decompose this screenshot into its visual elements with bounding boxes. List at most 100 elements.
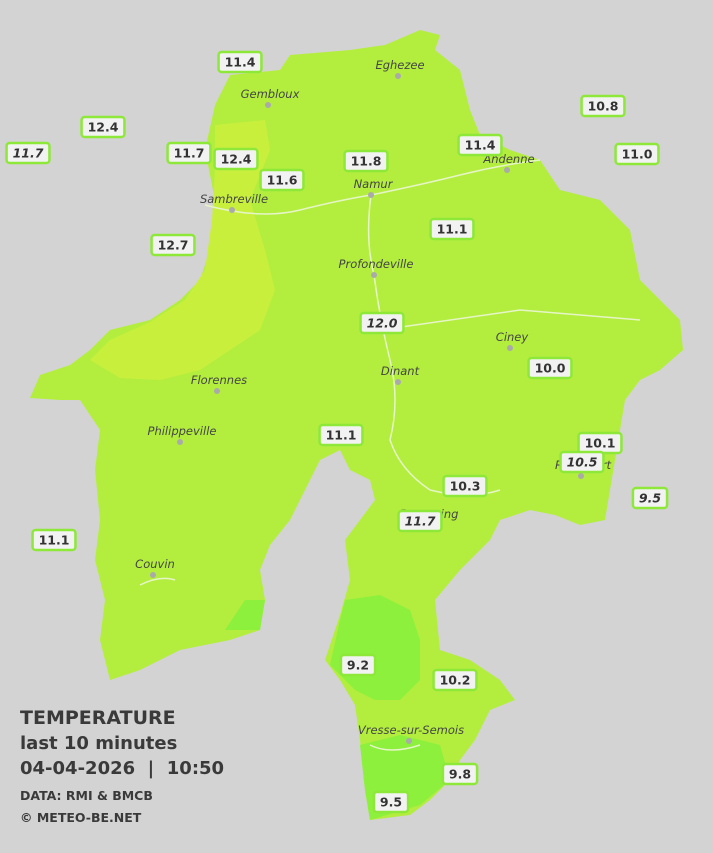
legend-title: TEMPERATURE <box>20 707 176 729</box>
station-value: 11.1 <box>437 222 468 237</box>
station-value: 11.4 <box>465 138 496 153</box>
stations: 11.4 12.4 11.7 11.7 12.4 11.6 11.8 11.4 10.8 11.0… <box>5 50 669 814</box>
station-value: 11.1 <box>326 428 357 443</box>
city-dot <box>504 167 510 173</box>
station: 10.1 <box>577 431 623 455</box>
station: 11.6 <box>259 168 305 192</box>
station-value: 10.2 <box>440 673 471 688</box>
station-value: 11.6 <box>267 173 298 188</box>
station-box <box>397 509 443 533</box>
station-value: 10.8 <box>588 99 619 114</box>
station: 11.4 <box>217 50 263 74</box>
station-value: 10.5 <box>567 455 598 470</box>
station-box <box>442 474 488 498</box>
station: 12.4 <box>213 147 259 171</box>
city-label: Eghezee <box>375 58 424 72</box>
station-value: 11.0 <box>622 147 653 162</box>
station: 11.7 <box>397 509 443 533</box>
station-value: 12.0 <box>367 316 398 331</box>
station: 10.5 <box>559 450 605 474</box>
station: 11.7 <box>166 141 212 165</box>
station-value: 9.8 <box>449 767 471 782</box>
station-value: 10.0 <box>535 361 566 376</box>
legend-period: last 10 minutes <box>20 733 177 754</box>
cool-zone <box>225 600 265 630</box>
legend-timestamp: 04-04-2026 | 10:50 <box>20 758 224 779</box>
station-value: 10.1 <box>585 436 616 451</box>
station-value: 12.4 <box>88 120 119 135</box>
city-dot <box>229 207 235 213</box>
station: 10.2 <box>432 668 478 692</box>
station: 9.8 <box>441 762 479 786</box>
station-value: 9.2 <box>347 658 369 673</box>
city-label: Vresse-sur-Semois <box>358 723 464 737</box>
city-dot <box>177 439 183 445</box>
station-value: 11.7 <box>174 146 205 161</box>
station-box <box>343 149 389 173</box>
station-box <box>631 486 669 510</box>
station: 9.5 <box>631 486 669 510</box>
station-box <box>339 653 377 677</box>
station-value: 11.7 <box>13 146 44 161</box>
river <box>369 744 421 751</box>
city-dot <box>265 102 271 108</box>
city-label: Sambreville <box>200 192 268 206</box>
station-value: 11.8 <box>351 154 382 169</box>
city-dot <box>578 473 584 479</box>
station-box <box>166 141 212 165</box>
station: 10.0 <box>527 356 573 380</box>
station: 12.7 <box>150 233 196 257</box>
city-dot <box>507 345 513 351</box>
station-box <box>359 311 405 335</box>
city-dot <box>214 388 220 394</box>
city-label: Profondeville <box>339 257 414 271</box>
station: 9.2 <box>339 653 377 677</box>
river <box>379 309 641 331</box>
station-box <box>31 528 77 552</box>
city-label: Couvin <box>135 557 175 571</box>
station-box <box>318 423 364 447</box>
city-dot <box>395 379 401 385</box>
station: 10.3 <box>442 474 488 498</box>
city-dot <box>395 73 401 79</box>
station-box <box>372 790 410 814</box>
station-box <box>213 147 259 171</box>
city-label: Florennes <box>191 373 247 387</box>
station: 11.1 <box>429 217 475 241</box>
station-box <box>150 233 196 257</box>
station-box <box>80 115 126 139</box>
station: 12.4 <box>80 115 126 139</box>
city-label: Dinant <box>381 364 420 378</box>
station-box <box>259 168 305 192</box>
station-value: 11.7 <box>405 514 436 529</box>
station-box <box>527 356 573 380</box>
station-box <box>457 133 503 157</box>
station: 11.0 <box>614 142 660 166</box>
station: 11.4 <box>457 133 503 157</box>
station-value: 10.3 <box>450 479 481 494</box>
station-value: 12.7 <box>158 238 189 253</box>
station-box <box>432 668 478 692</box>
station-box <box>429 217 475 241</box>
city-dot <box>406 738 412 744</box>
station: 11.1 <box>318 423 364 447</box>
station-value: 12.4 <box>221 152 252 167</box>
station: 10.8 <box>580 94 626 118</box>
legend-copyright: © METEO-BE.NET <box>20 810 142 825</box>
station-box <box>614 142 660 166</box>
warm-zone <box>90 120 275 380</box>
legend-source: DATA: RMI & BMCB <box>20 788 153 803</box>
city-label: Philippeville <box>148 424 217 438</box>
station: 11.8 <box>343 149 389 173</box>
station: 12.0 <box>359 311 405 335</box>
station-box <box>217 50 263 74</box>
station-value: 11.4 <box>225 55 256 70</box>
station: 9.5 <box>372 790 410 814</box>
city-label: Namur <box>354 177 394 191</box>
city-label: Ciney <box>496 330 529 344</box>
city-dot <box>371 272 377 278</box>
station: 11.7 <box>5 141 51 165</box>
river <box>139 577 176 586</box>
river <box>367 194 501 496</box>
